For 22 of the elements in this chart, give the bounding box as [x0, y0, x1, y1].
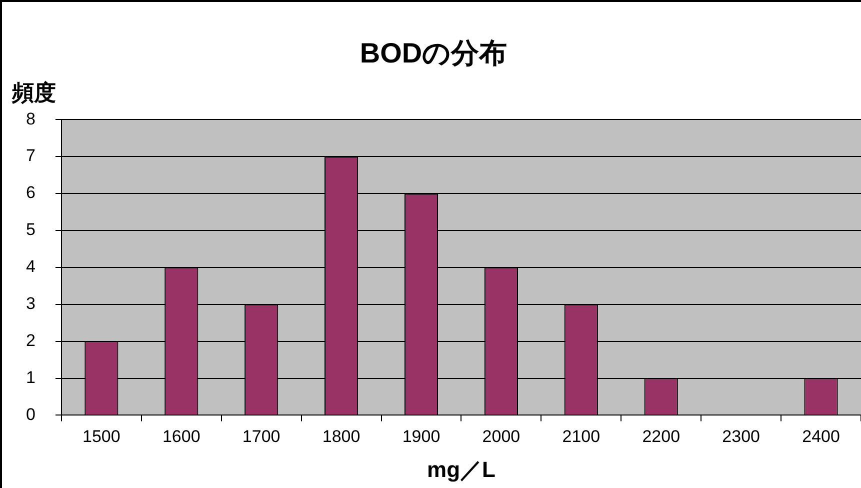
y-tick-label: 8	[26, 109, 36, 128]
x-tick-label: 2000	[482, 427, 520, 446]
x-tick-label: 1900	[402, 427, 440, 446]
x-tick-label: 1500	[82, 427, 120, 446]
y-axis-title: 頻度	[11, 80, 56, 105]
y-tick-label: 2	[26, 330, 36, 350]
y-tick-label: 1	[26, 368, 36, 387]
chart-title: BODの分布	[360, 38, 508, 69]
y-tick-label: 0	[26, 404, 36, 424]
x-tick-label: 1700	[242, 427, 280, 446]
y-tick-label: 3	[26, 294, 36, 314]
x-tick-label: 2100	[562, 427, 600, 446]
x-tick-label: 1800	[322, 427, 360, 446]
x-tick-label: 2200	[642, 427, 680, 446]
y-tick-label: 4	[26, 257, 36, 276]
x-tick-label: 2300	[722, 427, 760, 446]
y-tick-label: 5	[26, 220, 36, 240]
y-tick-label: 6	[26, 183, 36, 202]
x-axis-title: mg／L	[427, 456, 496, 482]
x-tick-label: 2400	[802, 427, 840, 446]
x-tick-label: 1600	[162, 427, 200, 446]
y-tick-label: 7	[26, 146, 36, 166]
